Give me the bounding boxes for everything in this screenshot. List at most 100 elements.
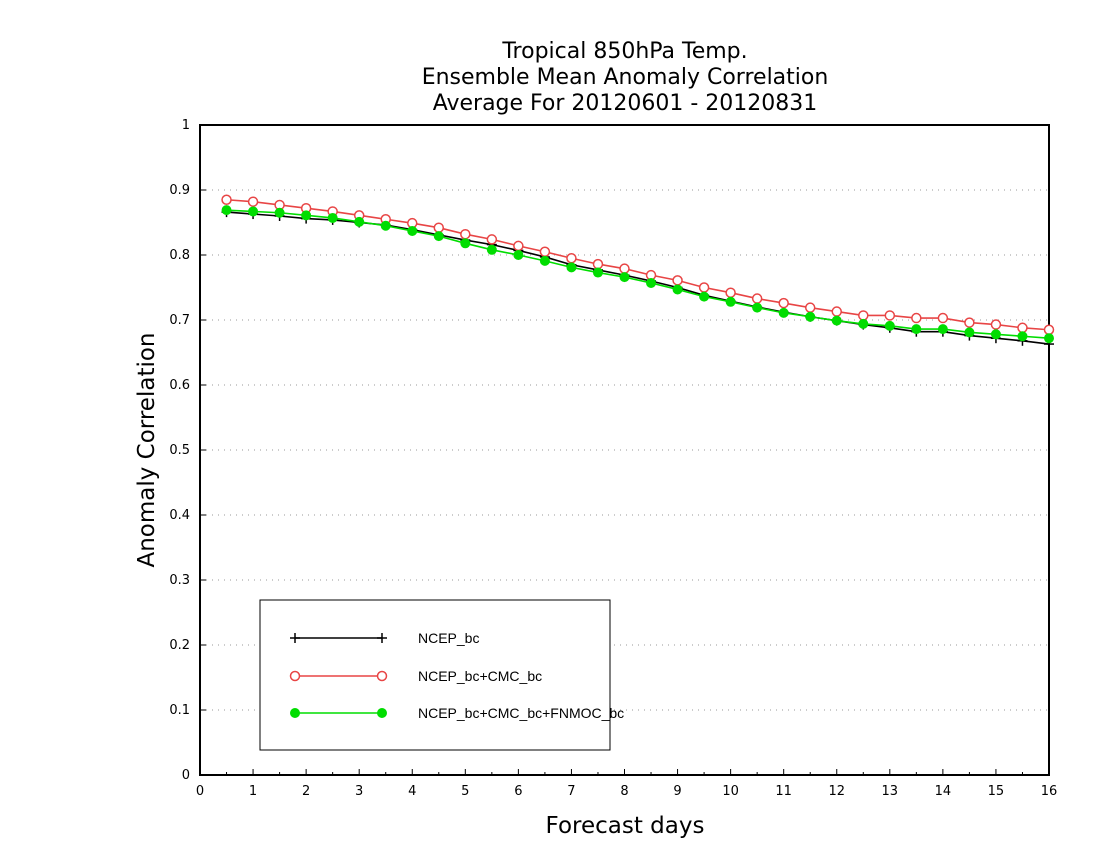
data-point xyxy=(1017,322,1028,334)
data-point xyxy=(247,196,259,207)
data-point xyxy=(990,329,1001,340)
x-tick-label: 4 xyxy=(408,784,416,799)
y-tick-label: 0.3 xyxy=(169,573,190,588)
data-point xyxy=(964,317,975,328)
data-point xyxy=(619,263,630,274)
legend-marker xyxy=(289,670,301,682)
x-tick-label: 16 xyxy=(1041,784,1058,799)
y-tick-label: 0.4 xyxy=(169,508,190,523)
legend-marker xyxy=(290,633,300,643)
data-point xyxy=(460,228,471,240)
x-tick-label: 0 xyxy=(196,784,204,799)
data-point xyxy=(778,307,789,318)
data-point xyxy=(858,310,869,321)
data-point xyxy=(566,253,577,264)
x-tick-label: 8 xyxy=(620,784,628,799)
data-point xyxy=(831,306,842,317)
data-point xyxy=(619,272,630,283)
data-point xyxy=(433,231,444,242)
data-point xyxy=(539,246,551,257)
x-tick-label: 13 xyxy=(882,784,899,799)
legend-entry: NCEP_bc+CMC_bc+FNMOC_bc xyxy=(290,705,624,721)
legend-entry: NCEP_bc xyxy=(290,630,479,646)
data-point xyxy=(725,287,736,298)
data-point xyxy=(884,320,895,331)
chart-title-line-3: Average For 20120601 - 20120831 xyxy=(433,91,818,116)
data-point xyxy=(725,296,736,307)
data-point xyxy=(380,220,391,231)
series-2 xyxy=(221,194,1055,335)
data-point xyxy=(831,315,842,326)
y-axis-ticks: 0 0.1 0.2 0.3 0.4 0.5 0.6 0.7 0.8 0.9 1 xyxy=(169,118,206,783)
y-tick-label: 1 xyxy=(182,118,190,133)
y-tick-label: 0.9 xyxy=(169,183,190,198)
data-point xyxy=(433,222,445,233)
x-axis-label: Forecast days xyxy=(546,813,705,839)
data-point xyxy=(646,277,657,288)
data-point xyxy=(566,262,577,273)
x-tick-label: 9 xyxy=(673,784,681,799)
legend: NCEP_bc NCEP_bc+CMC_bc NCEP_bc+CMC_bc+FNMO… xyxy=(259,599,624,751)
x-tick-label: 6 xyxy=(514,784,522,799)
data-point xyxy=(778,297,789,309)
y-tick-label: 0 xyxy=(182,768,190,783)
legend-marker xyxy=(376,670,388,682)
data-point xyxy=(460,238,471,249)
data-point xyxy=(1017,331,1028,342)
data-point xyxy=(407,225,418,236)
data-point xyxy=(858,318,869,329)
data-point xyxy=(1043,324,1055,335)
x-tick-label: 14 xyxy=(935,784,952,799)
data-point xyxy=(592,267,603,278)
y-tick-label: 0.1 xyxy=(169,703,190,718)
y-tick-label: 0.7 xyxy=(169,313,190,328)
plot-frame xyxy=(199,124,1050,776)
legend-entry: NCEP_bc+CMC_bc xyxy=(289,668,542,684)
data-point xyxy=(990,319,1002,330)
data-point xyxy=(354,216,365,227)
chart-title: Tropical 850hPa Temp. Ensemble Mean Anom… xyxy=(422,39,829,116)
legend-marker xyxy=(377,708,387,718)
x-tick-label: 2 xyxy=(302,784,310,799)
data-point xyxy=(513,240,524,252)
series-line xyxy=(226,209,1050,339)
data-point xyxy=(964,327,975,338)
legend-label: NCEP_bc+CMC_bc+FNMOC_bc xyxy=(418,705,624,721)
x-tick-label: 1 xyxy=(249,784,257,799)
y-tick-label: 0.8 xyxy=(169,248,190,263)
legend-label: NCEP_bc xyxy=(418,630,479,646)
data-point xyxy=(539,255,550,266)
x-tick-label: 3 xyxy=(355,784,363,799)
x-tick-label: 7 xyxy=(567,784,575,799)
y-tick-label: 0.6 xyxy=(169,378,190,393)
series-layer xyxy=(221,194,1055,350)
x-axis-ticks: 0 1 2 3 4 5 6 7 8 9 10 11 12 13 14 15 16 xyxy=(196,769,1057,799)
y-tick-label: 0.2 xyxy=(169,638,190,653)
data-point xyxy=(513,250,524,260)
data-point xyxy=(248,206,259,217)
y-tick-label: 0.5 xyxy=(169,443,190,458)
chart-title-line-2: Ensemble Mean Anomaly Correlation xyxy=(422,65,829,90)
data-point xyxy=(327,212,338,223)
x-tick-label: 12 xyxy=(828,784,845,799)
data-point xyxy=(486,234,498,245)
x-tick-label: 5 xyxy=(461,784,469,799)
x-tick-label: 15 xyxy=(988,784,1005,799)
data-point xyxy=(698,282,710,293)
series-line xyxy=(226,211,1050,345)
data-point xyxy=(592,258,604,270)
data-point xyxy=(221,205,232,216)
legend-marker xyxy=(290,708,300,718)
series-line xyxy=(226,198,1050,331)
data-point xyxy=(1044,333,1054,344)
data-point xyxy=(301,210,312,221)
data-point xyxy=(672,284,683,295)
data-point xyxy=(804,302,816,313)
series-3 xyxy=(221,205,1054,344)
data-point xyxy=(699,291,710,302)
x-tick-label: 10 xyxy=(722,784,739,799)
series-1 xyxy=(221,207,1054,350)
data-point xyxy=(752,302,763,313)
chart-title-line-1: Tropical 850hPa Temp. xyxy=(501,39,747,64)
